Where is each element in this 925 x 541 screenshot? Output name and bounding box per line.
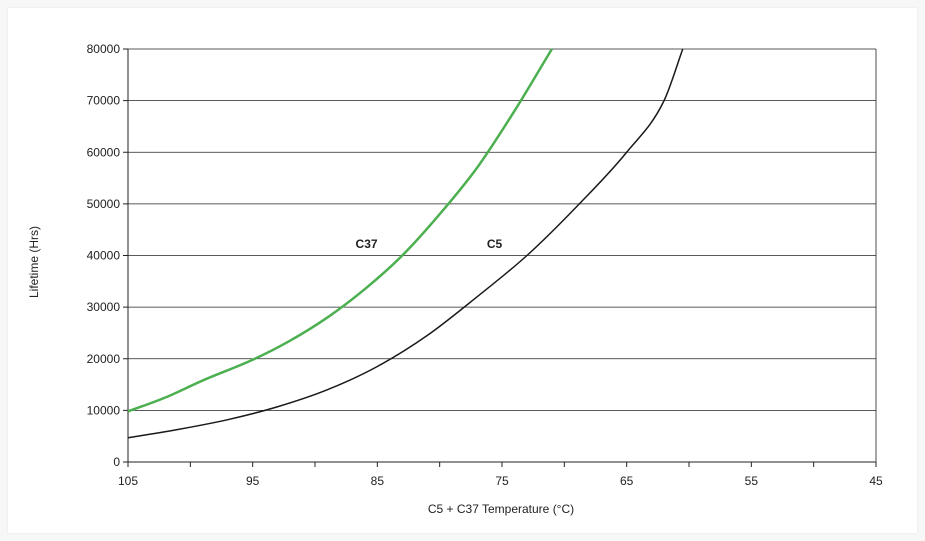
y-tick-label: 60000: [87, 145, 121, 159]
y-tick-label: 70000: [87, 94, 121, 108]
lifetime-chart: 0 10000 20000 30000 40000 50000 60000 70000 8000…: [27, 42, 883, 516]
x-tick-label: 85: [371, 474, 385, 488]
x-tick-label: 105: [118, 474, 138, 488]
tick-labels: 0 10000 20000 30000 40000 50000 60000 70000 8000…: [87, 42, 883, 488]
y-axis-title: Lifetime (Hrs): [27, 226, 41, 298]
x-tick-label: 45: [869, 474, 883, 488]
x-axis-title: C5 + C37 Temperature (°C): [428, 502, 574, 516]
axes: [123, 48, 877, 467]
x-tick-label: 65: [620, 474, 634, 488]
series-line-c37: [127, 48, 553, 413]
series-lines: [127, 48, 684, 439]
y-tick-label: 20000: [87, 352, 121, 366]
y-tick-label: 40000: [87, 249, 121, 263]
y-tick-label: 10000: [87, 403, 121, 417]
gridlines: [128, 48, 876, 411]
y-tick-label: 80000: [87, 42, 121, 56]
y-tick-label: 0: [113, 455, 120, 469]
x-tick-label: 55: [745, 474, 759, 488]
y-tick-label: 50000: [87, 197, 121, 211]
series-labels: C37 C5: [356, 237, 503, 251]
series-label-c5: C5: [487, 237, 503, 251]
x-tick-label: 75: [495, 474, 509, 488]
chart-card: 0 10000 20000 30000 40000 50000 60000 70000 8000…: [8, 8, 917, 533]
series-label-c37: C37: [356, 237, 378, 251]
y-tick-label: 30000: [87, 300, 121, 314]
x-tick-label: 95: [246, 474, 260, 488]
series-line-c5: [127, 48, 684, 439]
